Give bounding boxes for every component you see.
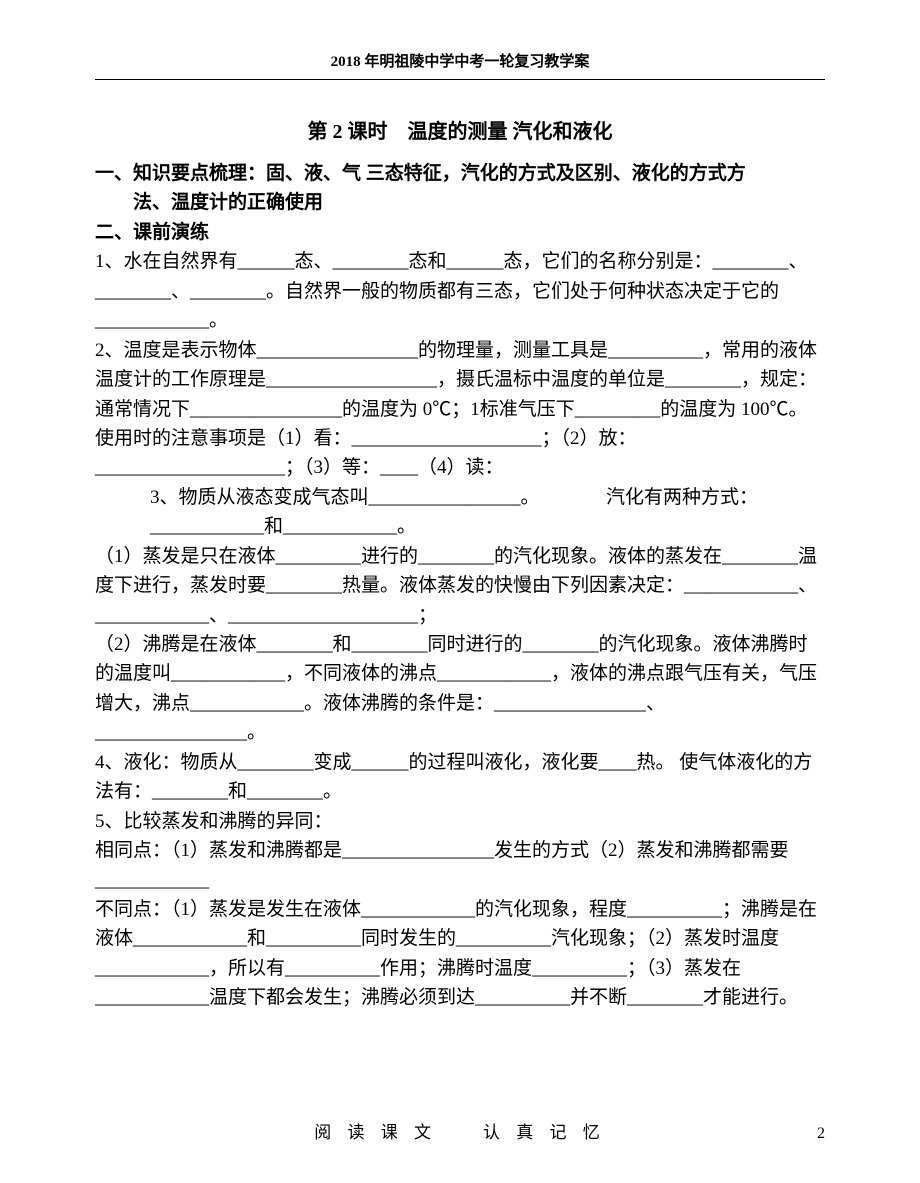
question-1: 1、水在自然界有______态、________态和______态，它们的名称分… [95,247,825,335]
header-text: 2018 年明祖陵中学中考一轮复习教学案 [331,54,590,70]
header-divider [95,79,825,80]
page-footer: 阅 读 课 文 认 真 记 忆 [95,1118,825,1143]
footer-text: 阅 读 课 文 认 真 记 忆 [314,1123,606,1142]
lesson-title: 第 2 课时 温度的测量 汽化和液化 [95,115,825,144]
question-5: 5、比较蒸发和沸腾的异同： [95,807,825,836]
section1-heading-line1: 一、知识要点梳理：固、液、气 三态特征，汽化的方式及区别、液化的方式方 [95,159,825,188]
content-area: 一、知识要点梳理：固、液、气 三态特征，汽化的方式及区别、液化的方式方 法、温度… [95,159,825,1013]
section1-heading-line2: 法、温度计的正确使用 [95,188,825,217]
section2-heading: 二、课前演练 [95,218,825,247]
question-4: 4、液化：物质从________变成______的过程叫液化，液化要____热。… [95,748,825,807]
question-3: 3、物质从液态变成气态叫________________。 汽化有两种方式：__… [95,483,825,542]
question-3-sub2: （2）沸腾是在液体________和________同时进行的________的… [95,630,825,748]
question-5-same: 相同点：（1）蒸发和沸腾都是________________发生的方式（2）蒸发… [95,836,825,895]
question-5-diff: 不同点：（1）蒸发是发生在液体____________的汽化现象，程度_____… [95,895,825,1013]
question-2: 2、温度是表示物体_________________的物理量，测量工具是____… [95,336,825,483]
page-number: 2 [817,1125,825,1143]
page-header: 2018 年明祖陵中学中考一轮复习教学案 [95,50,825,71]
question-3-sub1: （1）蒸发是只在液体_________进行的________的汽化现象。液体的蒸… [95,542,825,630]
